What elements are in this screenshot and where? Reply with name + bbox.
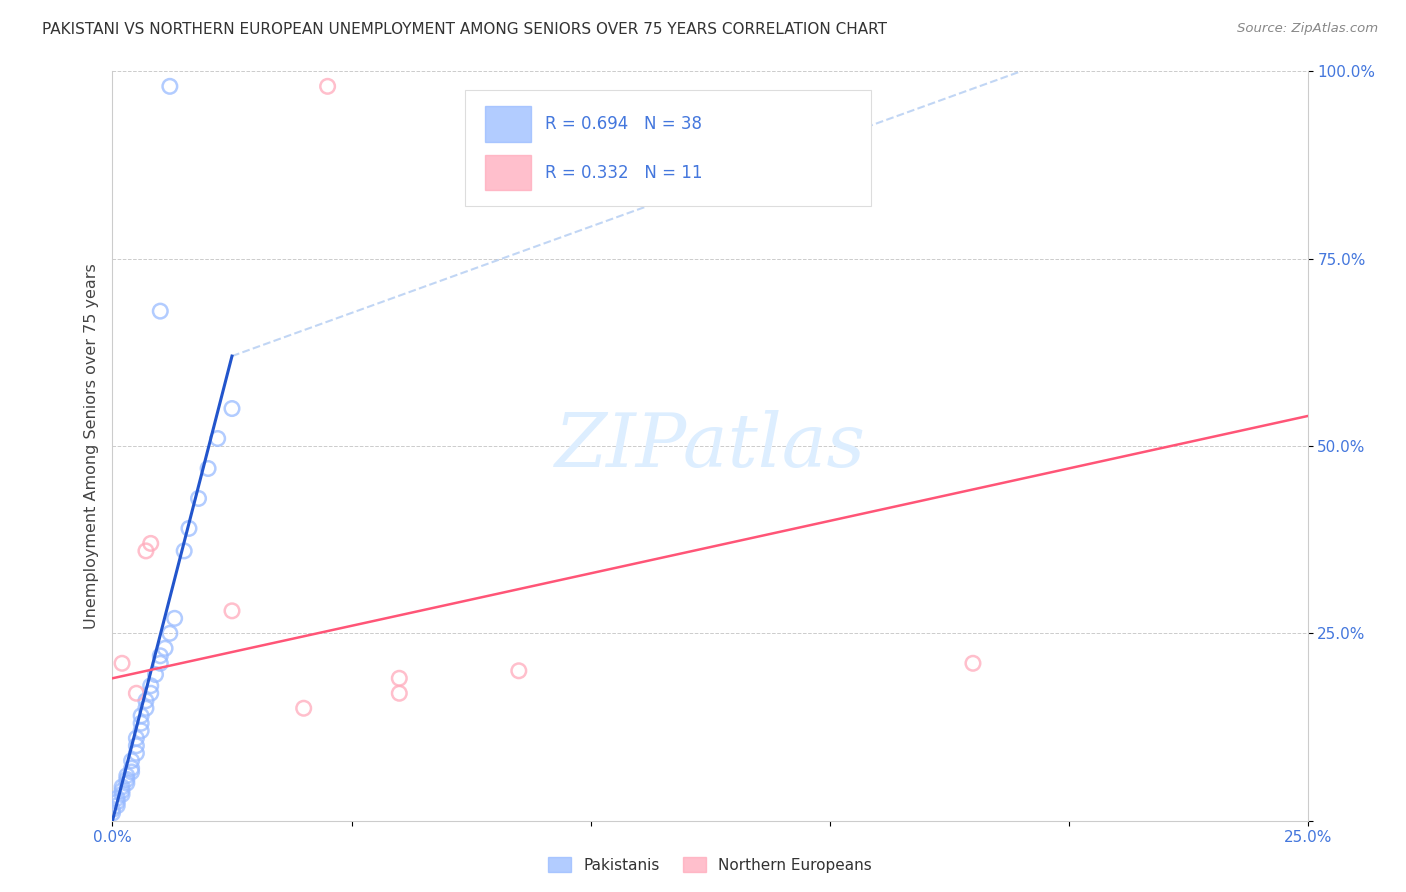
Text: PAKISTANI VS NORTHERN EUROPEAN UNEMPLOYMENT AMONG SENIORS OVER 75 YEARS CORRELAT: PAKISTANI VS NORTHERN EUROPEAN UNEMPLOYM… [42, 22, 887, 37]
Point [121, 761, 143, 775]
Point [163, 611, 186, 625]
Point [125, 686, 148, 700]
Point [962, 657, 984, 671]
Point [115, 769, 138, 783]
Point [221, 401, 243, 416]
Point [316, 79, 339, 94]
Point [105, 798, 128, 813]
Point [125, 731, 148, 746]
Point [121, 754, 143, 768]
Bar [485, 106, 531, 142]
Point [111, 657, 134, 671]
Point [105, 795, 128, 809]
Text: R = 0.332   N = 11: R = 0.332 N = 11 [546, 163, 703, 181]
Point [159, 626, 181, 640]
Point [125, 739, 148, 753]
Point [149, 304, 172, 318]
Point [139, 536, 162, 550]
Point [129, 723, 152, 738]
Text: Source: ZipAtlas.com: Source: ZipAtlas.com [1237, 22, 1378, 36]
Point [115, 772, 138, 787]
Point [153, 641, 176, 656]
Text: R = 0.694   N = 38: R = 0.694 N = 38 [546, 115, 702, 133]
Y-axis label: Unemployment Among Seniors over 75 years: Unemployment Among Seniors over 75 years [83, 263, 98, 629]
Point [173, 544, 195, 558]
Point [139, 679, 162, 693]
Point [111, 780, 134, 794]
Point [149, 657, 172, 671]
Point [111, 788, 134, 802]
Point [125, 746, 148, 760]
Text: ZIPatlas: ZIPatlas [554, 409, 866, 483]
Point [388, 686, 411, 700]
Point [129, 716, 152, 731]
Point [197, 461, 219, 475]
Point [508, 664, 530, 678]
Point [111, 783, 134, 797]
Point [101, 806, 124, 821]
Point [207, 432, 229, 446]
Point [135, 544, 157, 558]
Legend: Pakistanis, Northern Europeans: Pakistanis, Northern Europeans [541, 849, 879, 880]
Point [149, 648, 172, 663]
Bar [485, 154, 531, 191]
Point [135, 701, 157, 715]
Point [145, 667, 167, 681]
Point [292, 701, 315, 715]
Point [221, 604, 243, 618]
Point [101, 802, 124, 816]
Point [388, 671, 411, 685]
Point [121, 764, 143, 779]
Point [187, 491, 209, 506]
Point [139, 686, 162, 700]
Point [129, 708, 152, 723]
Point [115, 776, 138, 790]
Point [159, 79, 181, 94]
Point [135, 694, 157, 708]
FancyBboxPatch shape [465, 90, 872, 206]
Point [177, 521, 200, 535]
Point [105, 791, 128, 805]
